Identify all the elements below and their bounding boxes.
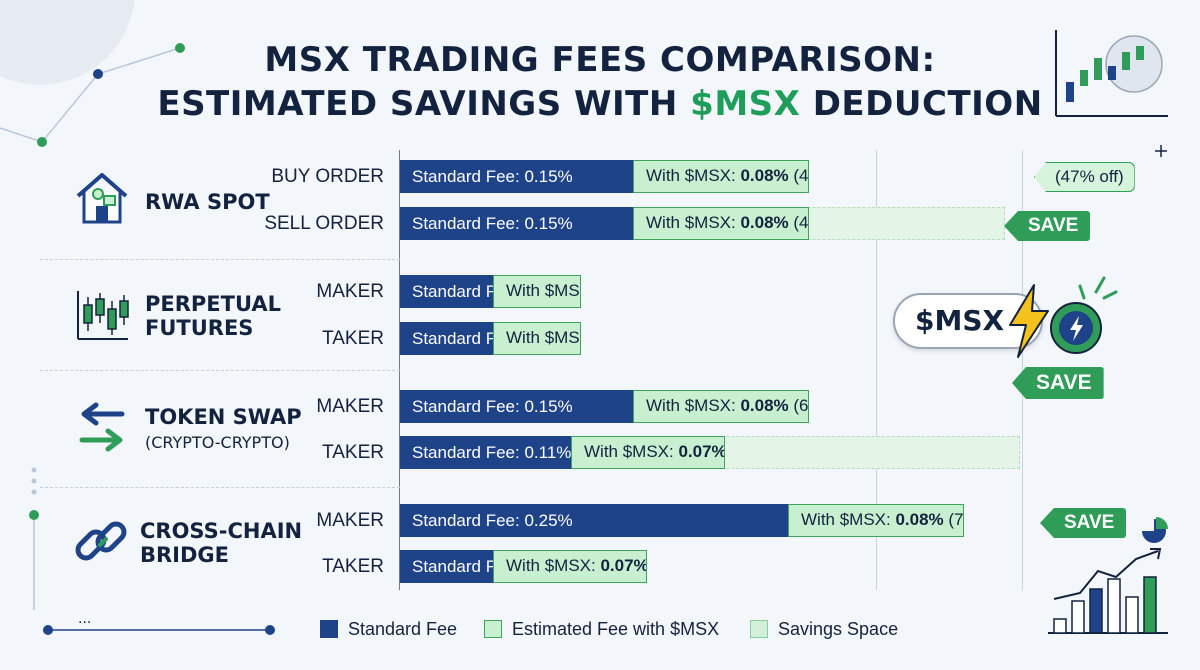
swap-arrows-icon <box>79 402 125 452</box>
row-label: MAKER <box>316 281 384 302</box>
msx-fee-bar: With $MSX: 0.08% (47% off) <box>633 160 809 193</box>
group-name: PERPETUAL <box>145 292 282 316</box>
growth-chart-icon <box>1048 517 1168 634</box>
group-subtitle: (CRYPTO-CRYPTO) <box>145 433 290 452</box>
standard-fee-bar: Standard Fee: 0.15% <box>400 390 633 423</box>
sparkle-icon <box>1078 276 1118 300</box>
standard-fee-bar: Standard Fee: 0.11% <box>400 436 571 469</box>
lightning-bolt-icon <box>1009 284 1049 358</box>
standard-fee-bar: Standard Fee: 0.06% <box>400 550 573 583</box>
legend-swatch-msx <box>484 620 502 638</box>
save-tag-badge: SAVE <box>1012 367 1104 399</box>
row-label: SELL ORDER <box>264 213 384 234</box>
row-label: TAKER <box>322 328 384 349</box>
msx-fee-bar: With $MSX: 0.08% (45% off) <box>633 207 809 240</box>
standard-fee-bar: Standard Fee: 0.15% <box>400 160 633 193</box>
group-name: RWA SPOT <box>145 190 270 214</box>
legend-item-savings: Savings Space <box>778 619 899 639</box>
title-accent-msx: $MSX <box>690 84 801 124</box>
chart-title-line-2: ESTIMATED SAVINGS WITH $MSX DEDUCTION <box>0 84 1200 124</box>
msx-fee-bar: With $MSX: 0.07% (22% off) <box>571 436 725 469</box>
savings-tag: (47% off) <box>1034 162 1135 192</box>
msx-fee-bar: With $MSX: 0.04% <box>493 322 581 355</box>
legend-swatch-savings <box>750 620 768 638</box>
msx-fee-value: 0.08% <box>895 510 944 529</box>
group-label-rwa-spot: RWA SPOT <box>145 190 270 214</box>
house-icon <box>76 173 128 224</box>
candlestick-chart-icon <box>1055 30 1168 117</box>
msx-fee-value: 0.07% <box>678 442 725 461</box>
msx-fee-value: 0.08% <box>740 213 789 232</box>
msx-fee-value: 0.08% <box>740 166 789 185</box>
row-label: MAKER <box>316 396 384 417</box>
legend-swatch-standard <box>320 620 338 638</box>
svg-text:...: ... <box>78 611 91 627</box>
row-label: TAKER <box>322 556 384 577</box>
row-label: MAKER <box>316 510 384 531</box>
title-text-post: DEDUCTION <box>800 84 1043 124</box>
row-label: TAKER <box>322 442 384 463</box>
group-divider <box>40 259 400 260</box>
msx-fee-bar: With $MSX: 0.08% (7% off) <box>788 504 964 537</box>
standard-fee-bar: Standard Fee: 0.15% <box>400 207 633 240</box>
standard-fee-bar: Standard Fee: 0.25% <box>400 504 788 537</box>
row-label: BUY ORDER <box>271 166 384 187</box>
legend-item-standard: Standard Fee <box>348 619 458 639</box>
savings-tag: SAVE <box>1004 211 1091 241</box>
group-label-perpetual-futures: PERPETUAL FUTURES <box>145 292 281 340</box>
group-name: TOKEN SWAP <box>145 405 302 429</box>
msx-fee-bar: With $MSX: 0.07% (47% off) <box>493 550 647 583</box>
group-label-token-swap: TOKEN SWAP (CRYPTO-CRYPTO) <box>145 405 302 455</box>
group-name: CROSS-CHAIN <box>140 519 303 543</box>
chart-title-line-1: MSX TRADING FEES COMPARISON: <box>264 40 936 80</box>
group-label-cross-chain-bridge: CROSS-CHAIN BRIDGE <box>140 519 302 567</box>
msx-coin-icon <box>1050 302 1102 354</box>
group-name-line-2: BRIDGE <box>140 543 230 567</box>
msx-fee-bar: With $MSX: 0.04% <box>493 275 581 308</box>
title-text-pre: ESTIMATED SAVINGS WITH <box>157 84 691 124</box>
legend-item-msx: Estimated Fee with $MSX <box>512 619 720 639</box>
group-divider <box>40 487 400 488</box>
standard-fee-bar: Standard Fee: 0.06% <box>400 322 573 355</box>
chain-link-icon <box>75 521 127 561</box>
grid-line <box>876 150 877 590</box>
grid-line <box>1022 150 1023 590</box>
candlestick-icon <box>77 291 129 340</box>
msx-fee-bar: With $MSX: 0.08% (67%) <box>633 390 809 423</box>
msx-fee-value: 0.08% <box>740 396 789 415</box>
group-divider <box>40 370 400 371</box>
msx-fee-value: 0.07% <box>600 556 647 575</box>
standard-fee-bar: Standard Fee: 0.06% <box>400 275 573 308</box>
group-name-line-2: FUTURES <box>145 316 254 340</box>
savings-tag: SAVE <box>1040 508 1127 538</box>
